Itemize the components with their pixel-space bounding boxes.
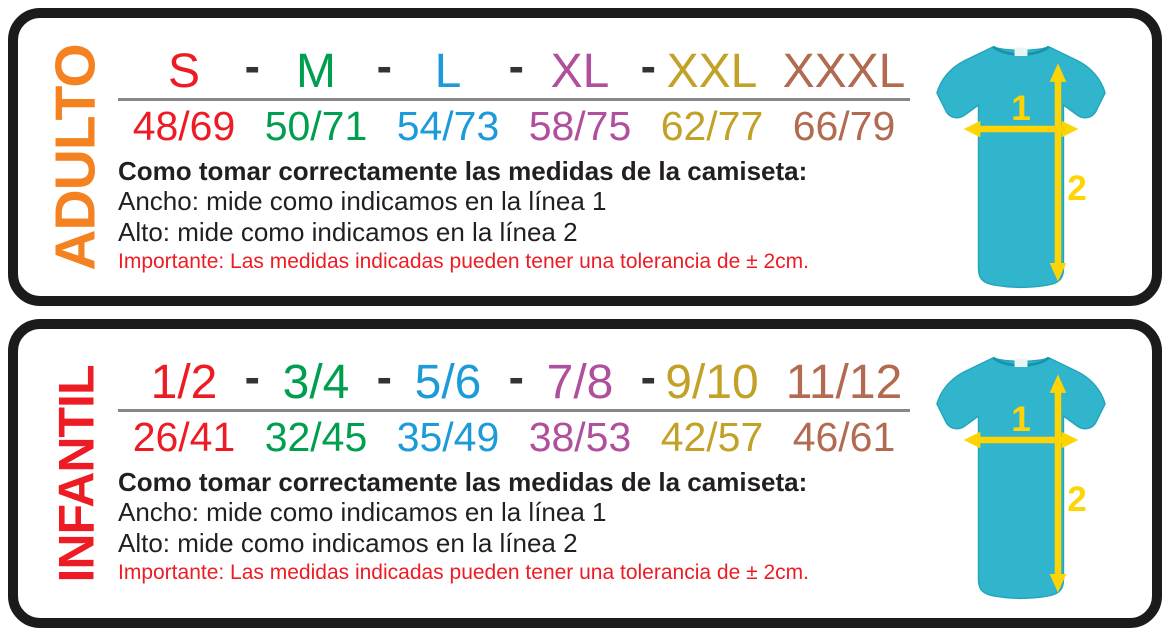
size-label: 3/4 xyxy=(282,356,350,409)
height-instruction: Alto: mide como indicamos en la línea 2 xyxy=(118,527,578,558)
adulto-tshirt-diagram: 1 2 xyxy=(924,32,1118,300)
size-cell: 11/12 xyxy=(778,356,910,409)
infantil-size-table: 1/2 - 3/4 - 5/6 - 7/8 - xyxy=(118,354,910,458)
size-measure: 66/79 xyxy=(792,102,896,149)
size-measure: 50/71 xyxy=(264,102,368,149)
size-measure: 42/57 xyxy=(660,413,764,460)
infantil-instructions: Como tomar correctamente las medidas de … xyxy=(118,467,918,585)
adulto-content: S - M - L - XL - xyxy=(118,18,918,274)
width-instruction: Ancho: mide como indicamos en la línea 1 xyxy=(118,186,607,217)
size-cell: XL - xyxy=(514,43,656,98)
adulto-size-table: S - M - L - XL - xyxy=(118,43,910,147)
height-arrow xyxy=(1049,374,1067,593)
tshirt-body xyxy=(936,46,1106,288)
infantil-tshirt-diagram: 1 2 xyxy=(924,343,1118,611)
tshirt-measurement-illustration: 1 2 xyxy=(936,45,1106,288)
height-arrow-label: 2 xyxy=(1067,480,1087,519)
tshirt-measurement-illustration: 1 2 xyxy=(936,356,1106,599)
instructions-heading: Como tomar correctamente las medidas de … xyxy=(118,155,808,186)
size-separator: - xyxy=(508,350,524,403)
width-instruction: Ancho: mide como indicamos en la línea 1 xyxy=(118,497,607,528)
height-arrow-label: 2 xyxy=(1067,169,1087,208)
size-label: XXXL xyxy=(782,45,906,98)
tshirt-collar-tag xyxy=(1014,47,1028,57)
size-cell: 9/10 xyxy=(646,356,778,409)
instructions-heading: Como tomar correctamente las medidas de … xyxy=(118,466,808,497)
size-label: XL xyxy=(550,45,610,98)
infantil-label-column: INFANTIL xyxy=(26,329,126,618)
size-label: M xyxy=(296,45,336,98)
size-measure: 62/77 xyxy=(660,102,764,149)
tshirt-body xyxy=(936,357,1106,599)
size-measure: 26/41 xyxy=(132,413,236,460)
height-instruction: Alto: mide como indicamos en la línea 2 xyxy=(118,216,578,247)
size-cell: 3/4 - xyxy=(250,354,392,409)
size-measure: 32/45 xyxy=(264,413,368,460)
panel-adulto: ADULTO S - M - L - xyxy=(8,8,1162,306)
size-measure: 54/73 xyxy=(396,102,500,149)
adulto-measure-row: 48/69 50/71 54/73 58/75 62/77 66/79 xyxy=(118,101,910,147)
size-cell: 5/6 - xyxy=(382,354,524,409)
size-cell: XXL xyxy=(646,45,778,98)
size-label: 9/10 xyxy=(665,356,759,409)
adulto-panel-title: ADULTO xyxy=(43,43,108,271)
height-arrow xyxy=(1049,63,1067,282)
size-label: 1/2 xyxy=(150,356,218,409)
size-measure: 48/69 xyxy=(132,102,236,149)
size-label: XXL xyxy=(666,45,758,98)
size-cell: XXXL xyxy=(778,45,910,98)
width-arrow xyxy=(963,120,1079,138)
size-label: 7/8 xyxy=(546,356,614,409)
size-measure: 46/61 xyxy=(792,413,896,460)
tolerance-note: Importante: Las medidas indicadas pueden… xyxy=(118,250,809,274)
adulto-instructions: Como tomar correctamente las medidas de … xyxy=(118,156,918,274)
adulto-label-column: ADULTO xyxy=(26,18,126,296)
size-separator: - xyxy=(244,350,260,403)
size-measure: 38/53 xyxy=(528,413,632,460)
size-separator: - xyxy=(376,39,392,92)
size-label: S xyxy=(167,45,200,98)
tolerance-note: Importante: Las medidas indicadas pueden… xyxy=(118,561,809,585)
size-cell: 7/8 - xyxy=(514,354,656,409)
tshirt-collar-tag xyxy=(1014,358,1028,368)
infantil-panel-title: INFANTIL xyxy=(48,365,105,582)
size-measure: 58/75 xyxy=(528,102,632,149)
infantil-content: 1/2 - 3/4 - 5/6 - 7/8 - xyxy=(118,329,918,585)
size-separator: - xyxy=(376,350,392,403)
size-label: 11/12 xyxy=(785,356,903,409)
size-cell: M - xyxy=(250,43,392,98)
size-separator: - xyxy=(640,39,656,92)
width-arrow xyxy=(963,431,1079,449)
size-separator: - xyxy=(640,350,656,403)
size-label: 5/6 xyxy=(414,356,482,409)
size-separator: - xyxy=(244,39,260,92)
panel-infantil: INFANTIL 1/2 - 3/4 - 5/6 - xyxy=(8,319,1162,628)
infantil-size-row: 1/2 - 3/4 - 5/6 - 7/8 - xyxy=(118,354,910,412)
size-cell: L - xyxy=(382,43,524,98)
size-separator: - xyxy=(508,39,524,92)
size-cell: 1/2 - xyxy=(118,354,260,409)
size-measure: 35/49 xyxy=(396,413,500,460)
width-arrow-label: 1 xyxy=(1011,400,1031,439)
size-cell: S - xyxy=(118,43,260,98)
infantil-measure-row: 26/41 32/45 35/49 38/53 42/57 46/61 xyxy=(118,412,910,458)
width-arrow-label: 1 xyxy=(1011,89,1031,128)
adulto-size-row: S - M - L - XL - xyxy=(118,43,910,101)
size-label: L xyxy=(434,45,462,98)
